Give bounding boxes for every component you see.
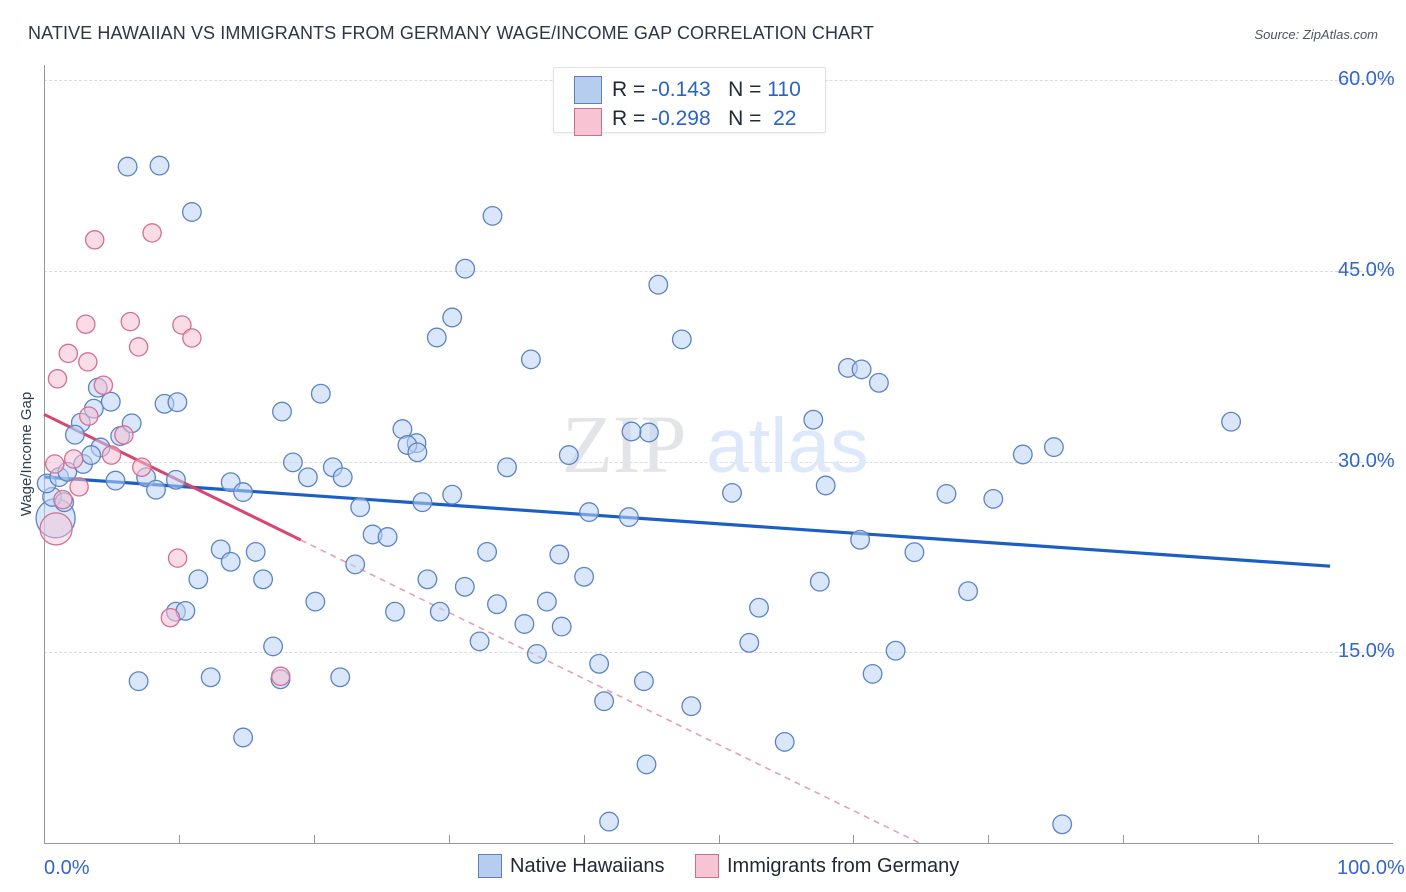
svg-text:ZIP: ZIP (562, 398, 687, 490)
svg-text:atlas: atlas (706, 403, 869, 489)
